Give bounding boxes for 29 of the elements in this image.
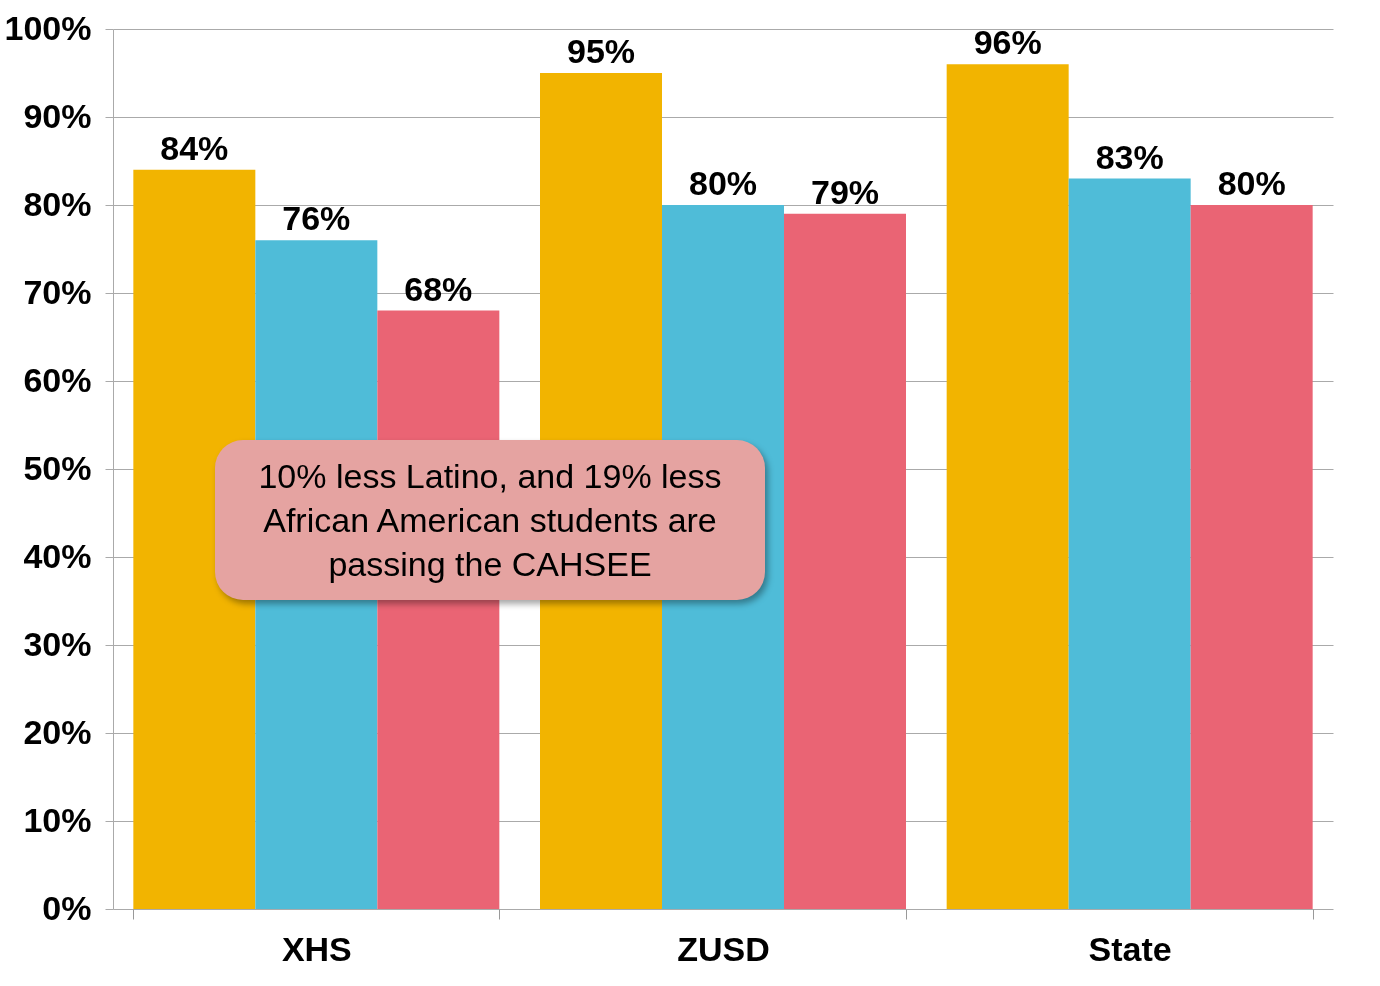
bar	[1190, 205, 1313, 909]
data-label: 84%	[160, 128, 229, 167]
data-label: 95%	[566, 32, 636, 70]
x-tick-label: XHS	[281, 929, 352, 968]
y-tick-label: 10%	[23, 800, 92, 839]
y-tick-label: 100%	[4, 8, 92, 47]
x-tick-label: State	[1088, 929, 1172, 968]
y-tick-label: 50%	[23, 448, 92, 487]
bar	[946, 64, 1069, 909]
y-tick-label: 70%	[23, 272, 92, 311]
data-label: 76%	[282, 199, 351, 238]
data-label: 80%	[1217, 164, 1286, 202]
data-label: 68%	[404, 269, 473, 308]
bar	[1068, 178, 1191, 909]
y-tick-label: 80%	[23, 184, 92, 223]
data-label: 96%	[973, 23, 1042, 62]
bar	[133, 169, 256, 909]
y-tick-label: 90%	[23, 96, 92, 135]
y-tick-label: 60%	[23, 360, 92, 399]
y-tick-label: 40%	[23, 536, 92, 575]
annotation: 10% less Latino, and 19% less African American students are passing the CAHSEE	[215, 440, 765, 600]
bar	[784, 213, 906, 909]
data-label: 79%	[810, 172, 880, 211]
x-tick-label: ZUSD	[677, 929, 770, 968]
data-label: 83%	[1095, 137, 1164, 176]
data-label: 80%	[688, 164, 758, 202]
y-tick-label: 20%	[23, 712, 92, 751]
y-tick-label: 0%	[42, 888, 92, 927]
y-tick-label: 30%	[23, 624, 92, 663]
